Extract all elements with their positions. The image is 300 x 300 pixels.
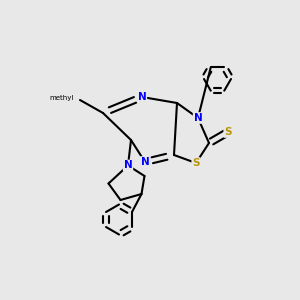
Text: S: S: [192, 158, 200, 168]
Text: N: N: [124, 160, 132, 170]
Text: methyl: methyl: [50, 95, 74, 101]
Text: N: N: [138, 92, 146, 102]
Text: S: S: [224, 127, 232, 137]
Text: N: N: [194, 113, 202, 123]
Text: N: N: [141, 157, 149, 167]
